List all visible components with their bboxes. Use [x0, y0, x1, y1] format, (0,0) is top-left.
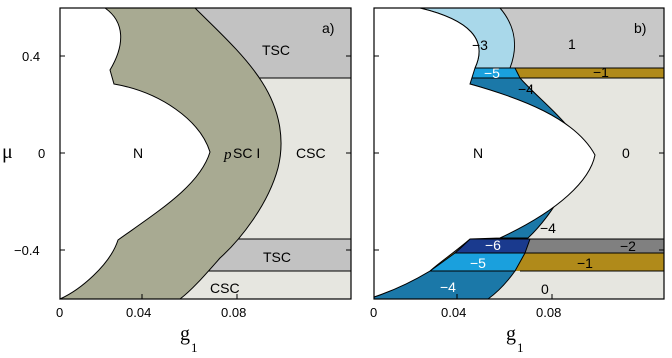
y-axis-title: μ [2, 141, 13, 163]
label-b-minus5-top: −5 [484, 65, 500, 81]
label-a-psc: SC I [233, 145, 260, 161]
x-tick-b-2: 0.08 [536, 305, 561, 320]
label-b-0-mid: 0 [622, 145, 630, 161]
label-a-csc-bottom: CSC [210, 280, 240, 296]
label-b-1: 1 [568, 36, 576, 52]
x-tick-a-2: 0.08 [221, 305, 246, 320]
x-tick-a-0: 0 [56, 305, 63, 320]
label-b-minus4-bottom: −4 [440, 279, 456, 295]
region-a-normal-fill [59, 7, 211, 300]
label-b-minus4-top: −4 [518, 81, 534, 97]
x-axis-title-b: g [506, 323, 516, 345]
region-b-minus1-top-fill [374, 68, 664, 78]
label-a-tsc-bottom: TSC [263, 249, 291, 265]
x-axis-title-a-sub: 1 [191, 340, 198, 355]
label-b-minus5-bottom: −5 [470, 255, 486, 271]
panel-b: N 1 −1 0 −2 −1 0 −3 −5 −4 −4 −6 −5 −4 b)… [370, 7, 665, 355]
label-b-minus1-bottom: −1 [577, 255, 593, 271]
label-b-n: N [473, 145, 483, 161]
label-a-tsc-top: TSC [262, 42, 290, 58]
x-tick-a-1: 0.04 [126, 305, 151, 320]
panel-a-ticks [60, 55, 351, 299]
y-tick-a-0: 0.4 [22, 49, 40, 64]
label-a-psc-prefix: p [223, 147, 232, 163]
label-b-minus6: −6 [485, 237, 501, 253]
panel-b-ticks [374, 55, 664, 299]
panel-a-label: a) [322, 20, 334, 36]
x-axis-title-a: g [180, 323, 190, 345]
label-b-minus2: −2 [620, 238, 636, 254]
region-b-normal-fill [373, 7, 596, 298]
label-b-minus3: −3 [472, 37, 488, 53]
x-tick-b-1: 0.04 [441, 305, 466, 320]
x-axis-title-b-sub: 1 [517, 340, 524, 355]
panel-b-label: b) [634, 20, 646, 36]
y-tick-a-1: 0 [38, 146, 45, 161]
x-tick-b-0: 0 [370, 305, 377, 320]
label-b-minus4-mid: −4 [540, 220, 556, 236]
label-b-0-bottom: 0 [541, 281, 549, 297]
label-a-csc-mid: CSC [296, 145, 326, 161]
y-tick-a-2: −0.4 [14, 243, 40, 258]
panel-a: N p SC I TSC CSC TSC CSC a) 0.4 0 −0.4 0… [2, 7, 352, 355]
label-a-n: N [133, 145, 143, 161]
label-b-minus1-top: −1 [593, 64, 609, 80]
